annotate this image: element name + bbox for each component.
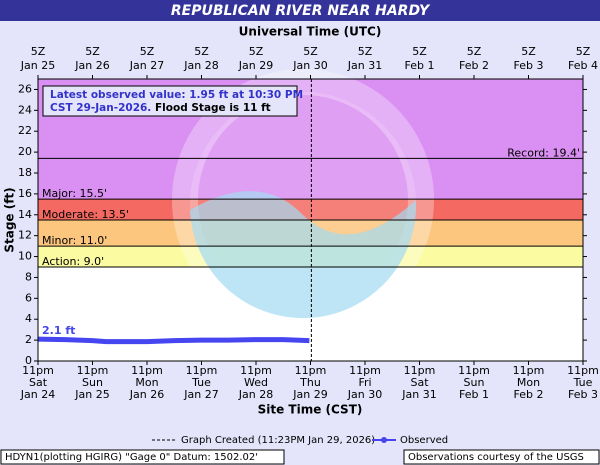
threshold-label: Major: 15.5'	[42, 187, 107, 200]
title-bar	[0, 0, 600, 21]
x-tick-label: Jan 27	[183, 388, 218, 401]
top-tick-label: 5Z	[521, 45, 536, 58]
x-tick-label: 11pm	[22, 364, 54, 377]
x-tick-label: Feb 3	[568, 388, 598, 401]
legend-label: Graph Created (11:23PM Jan 29, 2026)	[181, 435, 375, 446]
top-tick-label: Jan 27	[129, 59, 164, 72]
footer-left: HDYN1(plotting HGIRG) "Gage 0" Datum: 15…	[5, 452, 258, 463]
y-tick-label: 0	[25, 354, 32, 367]
top-tick-label: 5Z	[31, 45, 46, 58]
top-tick-label: Jan 28	[183, 59, 218, 72]
x-tick-label: Feb 1	[459, 388, 489, 401]
top-tick-label: Jan 26	[74, 59, 109, 72]
x-tick-label: Thu	[299, 376, 321, 389]
top-tick-label: Jan 30	[292, 59, 327, 72]
x-tick-label: Jan 26	[129, 388, 164, 401]
x-tick-label: Jan 25	[74, 388, 109, 401]
x-tick-label: Wed	[244, 376, 268, 389]
value-label: 2.1 ft	[42, 324, 75, 337]
x-tick-label: Sat	[410, 376, 429, 389]
x-tick-label: Jan 24	[20, 388, 55, 401]
chart-title: REPUBLICAN RIVER NEAR HARDY	[171, 3, 431, 19]
plot-area: Action: 9.0' Minor: 11.0' Moderate: 13.5' M…	[18, 45, 599, 401]
x-tick-label: Feb 2	[514, 388, 544, 401]
logo-lower	[190, 191, 417, 319]
x-tick-label: Mon	[517, 376, 540, 389]
x-tick-label: Sat	[29, 376, 48, 389]
x-tick-label: Sun	[464, 376, 485, 389]
info-line: Flood Stage is 11 ft	[155, 102, 271, 114]
x-tick-label: Fri	[358, 376, 371, 389]
top-tick-label: Feb 2	[459, 59, 489, 72]
x-tick-label: 11pm	[295, 364, 327, 377]
top-tick-label: 5Z	[467, 45, 482, 58]
top-tick-label: Jan 25	[20, 59, 55, 72]
x-tick-label: Tue	[573, 376, 593, 389]
x-tick-label: Jan 29	[292, 388, 327, 401]
y-tick-label: 20	[18, 145, 32, 158]
x-tick-label: 11pm	[349, 364, 381, 377]
y-tick-label: 4	[25, 312, 32, 325]
x-tick-label: 11pm	[77, 364, 109, 377]
y-tick-label: 6	[25, 291, 32, 304]
y-tick-label: 24	[18, 103, 32, 116]
x-tick-label: Jan 31	[401, 388, 436, 401]
info-box	[42, 85, 298, 117]
y-tick-label: 22	[18, 124, 32, 137]
x-tick-label: Tue	[191, 376, 211, 389]
x-tick-label: 11pm	[458, 364, 490, 377]
series-line	[37, 336, 310, 345]
x-tick-label: 11pm	[186, 364, 218, 377]
x-tick-label: 11pm	[567, 364, 599, 377]
legend: Graph Created (11:23PM Jan 29, 2026) Obs…	[152, 435, 448, 446]
x-tick-label: Jan 28	[238, 388, 273, 401]
x-tick-label: 11pm	[513, 364, 545, 377]
y-tick-label: 26	[18, 82, 32, 95]
y-tick-label: 2	[25, 333, 32, 346]
top-tick-label: 5Z	[194, 45, 209, 58]
info-line: CST 29-Jan-2026.	[50, 102, 151, 114]
threshold-label: Action: 9.0'	[42, 255, 104, 268]
top-tick-label: 5Z	[303, 45, 318, 58]
legend-marker	[381, 437, 387, 443]
top-tick-label: Feb 4	[568, 59, 598, 72]
x-tick-label: 11pm	[131, 364, 163, 377]
flood-band	[38, 199, 583, 220]
top-tick-label: Jan 29	[238, 59, 273, 72]
top-tick-label: 5Z	[412, 45, 427, 58]
y-tick-label: 16	[18, 187, 32, 200]
footer-box	[0, 449, 285, 465]
info-line: Latest observed value: 1.95 ft at 10:30 …	[50, 89, 303, 101]
top-tick-label: 5Z	[576, 45, 591, 58]
legend-label: Observed	[400, 435, 448, 446]
plot-frame	[37, 78, 584, 362]
x-tick-label: Sun	[82, 376, 103, 389]
y-tick-label: 12	[18, 229, 32, 242]
y-tick-label: 18	[18, 166, 32, 179]
record-label: Record: 19.4'	[507, 146, 580, 159]
footer-right: Observations courtesy of the USGS	[408, 452, 584, 463]
top-tick-label: Jan 31	[347, 59, 382, 72]
x-tick-label: Mon	[135, 376, 158, 389]
top-tick-label: 5Z	[358, 45, 373, 58]
y-tick-label: 14	[18, 208, 32, 221]
x-tick-label: 11pm	[404, 364, 436, 377]
threshold-label: Moderate: 13.5'	[42, 208, 129, 221]
y-tick-label: 10	[18, 250, 32, 263]
footer-box	[403, 449, 600, 465]
top-tick-label: Feb 1	[405, 59, 435, 72]
y-tick-label: 8	[25, 270, 32, 283]
top-axis-title: Universal Time (UTC)	[239, 25, 382, 39]
threshold-label: Minor: 11.0'	[42, 234, 107, 247]
y-axis-title: Stage (ft)	[3, 187, 17, 252]
x-tick-label: Jan 30	[347, 388, 382, 401]
x-axis-title: Site Time (CST)	[258, 403, 363, 417]
top-tick-label: Feb 3	[514, 59, 544, 72]
top-tick-label: 5Z	[85, 45, 100, 58]
x-tick-label: 11pm	[240, 364, 272, 377]
top-tick-label: 5Z	[249, 45, 264, 58]
top-tick-label: 5Z	[140, 45, 155, 58]
